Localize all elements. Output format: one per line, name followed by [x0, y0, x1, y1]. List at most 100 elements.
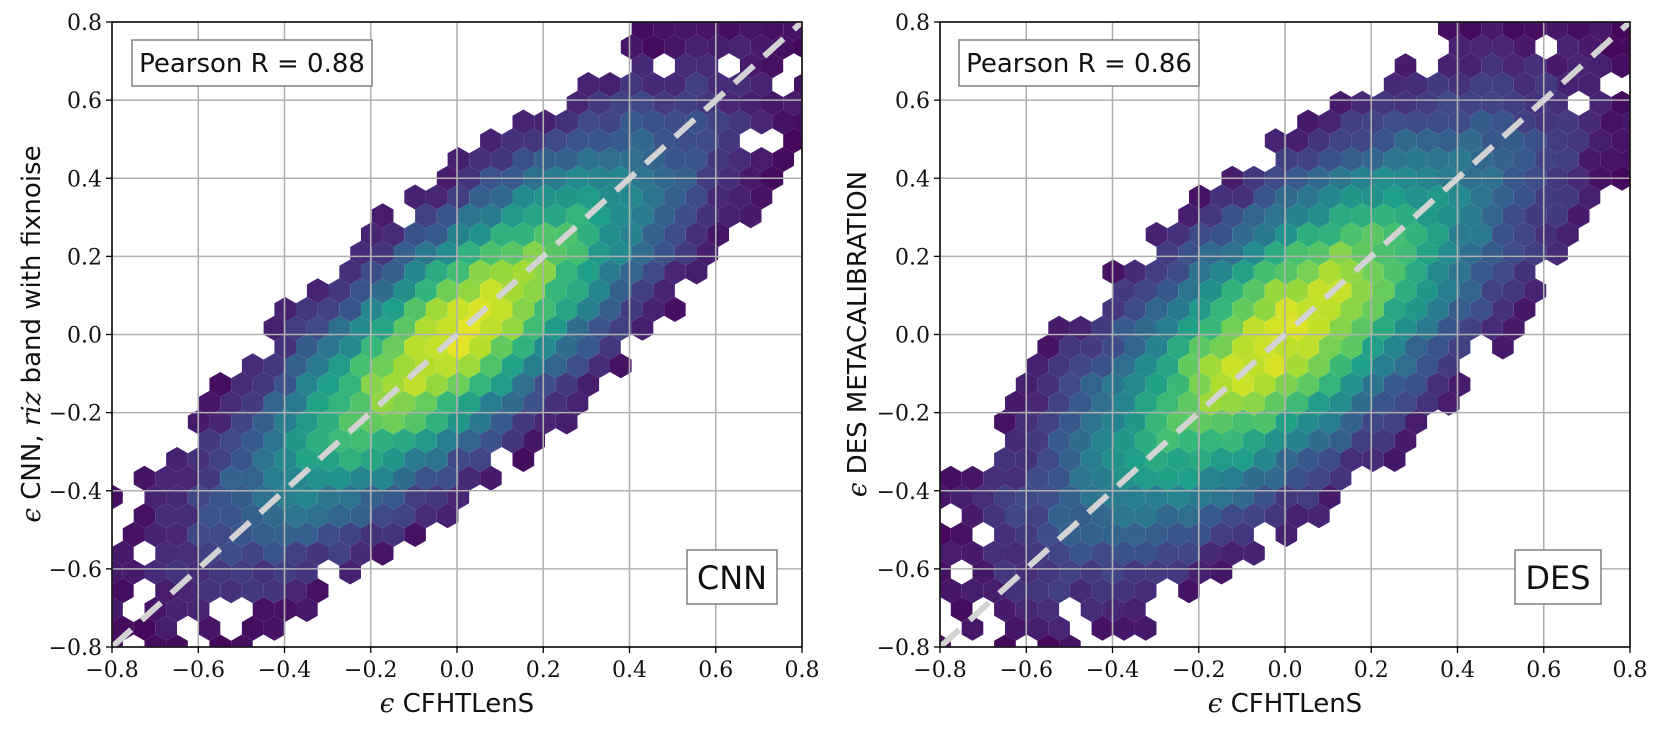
left-hexbin-layer [112, 0, 802, 647]
hexbin-cell [566, 353, 589, 379]
hexbin-cell [1210, 447, 1233, 472]
hexbin-cell [1221, 240, 1244, 266]
hexbin-cell [1178, 465, 1200, 491]
hexbin-cell [1253, 409, 1276, 435]
hexbin-cell [1578, 147, 1601, 172]
right-pearson-text: Pearson R = 0.86 [966, 49, 1192, 79]
hexbin-cell [1394, 203, 1417, 229]
hexbin-cell [1633, 16, 1655, 41]
hexbin-cell [1492, 72, 1514, 97]
hexbin-cell [950, 597, 973, 622]
hexbin-cell [425, 297, 448, 322]
hexbin-cell [729, 0, 751, 22]
hexbin-cell [696, 53, 719, 79]
hexbin-cell [350, 278, 372, 304]
hexbin-cell [1416, 353, 1438, 379]
hexbin-cell [1156, 540, 1179, 566]
hexbin-cell [382, 522, 405, 547]
hexbin-cell [1134, 278, 1157, 304]
hexbin-cell [1189, 184, 1211, 210]
hexbin-cell [220, 428, 242, 454]
hexbin-cell [1048, 428, 1070, 454]
hexbin-cell [1513, 297, 1536, 322]
hexbin-cell [1340, 109, 1363, 135]
hexbin-cell [1145, 559, 1168, 585]
hexbin-cell [1308, 465, 1330, 491]
hexbin-cell [339, 447, 361, 472]
hexbin-cell [296, 409, 318, 435]
hexbin-cell [961, 615, 984, 641]
hexbin-cell [425, 184, 448, 210]
hexbin-cell [534, 259, 556, 285]
hexbin-cell [1059, 447, 1081, 472]
hexbin-cell [512, 222, 535, 247]
hexbin-cell [1221, 465, 1244, 491]
hexbin-cell [296, 597, 318, 622]
y-tick-label: 0.0 [895, 324, 930, 349]
x-tick-label: −0.2 [344, 658, 397, 683]
hexbin-cell [404, 222, 426, 247]
hexbin-cell [1264, 503, 1287, 529]
hexbin-cell [983, 578, 1005, 604]
hexbin-cell [1308, 428, 1330, 454]
hexbin-cell [306, 578, 329, 604]
hexbin-cell [1502, 90, 1525, 116]
hexbin-cell [1243, 540, 1265, 566]
hexbin-cell [1167, 222, 1189, 247]
hexbin-cell [653, 128, 675, 154]
hexbin-cell [1005, 465, 1027, 491]
hexbin-cell [685, 222, 708, 247]
hexbin-cell [1470, 222, 1493, 247]
hexbin-cell [1362, 297, 1384, 322]
hexbin-cell [961, 578, 984, 604]
hexbin-cell [166, 522, 188, 547]
right-hexbin-layer [940, 16, 1655, 647]
hexbin-cell [534, 109, 556, 135]
hexbin-cell [685, 184, 708, 210]
right-x-ticks: −0.8 −0.6 −0.4 −0.2 0.0 0.2 0.4 0.6 0.8 [913, 647, 1648, 683]
right-y-ticks: −0.8 −0.6 −0.4 −0.2 0.0 0.2 0.4 0.6 0.8 [877, 11, 940, 661]
hexbin-cell [1373, 390, 1395, 416]
hexbin-cell [674, 53, 697, 79]
hexbin-cell [469, 147, 491, 172]
hexbin-cell [436, 203, 459, 229]
hexbin-cell [674, 90, 697, 116]
hexbin-cell [425, 409, 448, 435]
hexbin-cell [1091, 578, 1114, 604]
hexbin-cell [994, 559, 1016, 585]
hexbin-cell [1481, 240, 1503, 266]
hexbin-cell [1589, 53, 1612, 79]
hexbin-cell [1243, 278, 1265, 304]
hexbin-cell [198, 578, 221, 604]
hexbin-cell [166, 634, 188, 647]
hexbin-cell [404, 334, 426, 360]
hexbin-cell [122, 522, 145, 547]
y-tick-label: 0.4 [895, 167, 930, 192]
hexbin-cell [1329, 390, 1352, 416]
hexbin-cell [328, 278, 351, 304]
hexbin-cell [415, 390, 437, 416]
left-pearson-box [131, 39, 373, 87]
hexbin-cell [480, 203, 502, 229]
hexbin-cell [1600, 147, 1622, 172]
hexbin-cell [545, 353, 567, 379]
hexbin-cell [1351, 90, 1373, 116]
hexbin-cell [718, 22, 740, 41]
hexbin-cell [1481, 53, 1503, 79]
hexbin-cell [1513, 147, 1536, 172]
hexbin-cell [718, 128, 740, 154]
hexbin-cell [599, 147, 621, 172]
hexbin-cell [1318, 334, 1341, 360]
hexbin-cell [198, 540, 221, 566]
right-panel-tag: DES [1514, 549, 1602, 605]
hexbin-cell [296, 559, 318, 585]
hexbin-cell [1362, 147, 1384, 172]
hexbin-cell [1448, 34, 1471, 60]
hexbin-cell [361, 297, 383, 322]
hexbin-cell [1048, 578, 1070, 604]
hexbin-cell [361, 522, 383, 547]
hexbin-cell [1470, 72, 1493, 97]
hexbin-cell [1167, 372, 1189, 397]
hexbin-cell [1492, 222, 1514, 247]
hexbin-cell [1275, 447, 1298, 472]
